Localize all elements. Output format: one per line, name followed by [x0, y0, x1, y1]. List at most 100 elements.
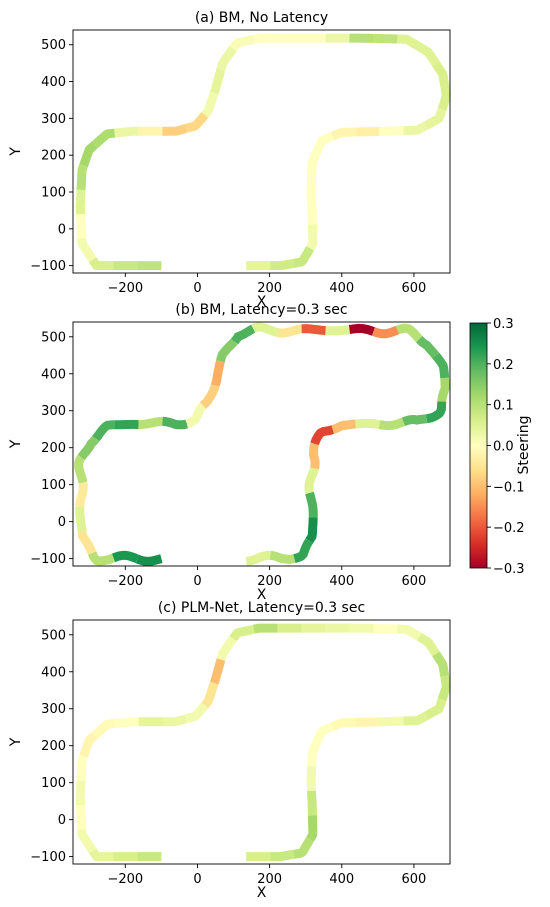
track-segment: [423, 697, 447, 720]
x-tick-label: 600: [402, 281, 427, 296]
track-segment: [209, 657, 226, 686]
y-tick-label: 0: [58, 813, 66, 828]
track-segment: [244, 550, 273, 566]
track-segment: [423, 107, 447, 130]
track-segment: [77, 827, 97, 854]
track-segment: [377, 417, 406, 431]
track-segment: [377, 716, 406, 727]
track-segment: [112, 126, 141, 138]
track-segment: [160, 714, 189, 727]
track-segment: [401, 711, 429, 726]
track-segment: [183, 702, 209, 724]
track-segment: [75, 504, 87, 534]
axes-frame: [72, 29, 451, 274]
colorbar-tick-label: −0.1: [493, 480, 525, 495]
x-tick-label: 400: [329, 574, 354, 589]
x-tick-label: −200: [107, 872, 143, 887]
colorbar-tick-label: 0.3: [493, 317, 514, 332]
track-segment: [401, 121, 429, 136]
track-segment: [377, 126, 406, 136]
colorbar-tick-label: −0.3: [493, 562, 525, 577]
track-segment: [88, 257, 116, 271]
track-segment: [330, 419, 358, 434]
track-segment: [76, 754, 88, 783]
track-segment: [312, 132, 335, 155]
track-segment: [216, 45, 237, 72]
track-segment: [230, 324, 256, 345]
chart-title: (a) BM, No Latency: [195, 10, 328, 26]
track-segment: [77, 529, 97, 556]
track-segment: [417, 632, 440, 657]
track-segment: [75, 187, 86, 217]
track-segment: [371, 624, 400, 634]
chart-panel-b: (b) BM, Latency=0.3 sec −200 0 200 400 600 −10…: [8, 302, 451, 603]
track-segment: [76, 802, 87, 832]
y-tick-label: 100: [41, 186, 66, 201]
y-tick-label: 0: [58, 222, 66, 237]
track-segment: [184, 402, 207, 429]
track-segment: [353, 418, 382, 430]
x-tick-label: 0: [193, 281, 201, 296]
track-segment: [291, 245, 315, 268]
chart-panel-c: (c) PLM-Net, Latency=0.3 sec −200 0 200 400 6…: [8, 600, 451, 901]
colorbar-tick-label: 0.1: [493, 399, 514, 414]
track-segment: [323, 325, 352, 336]
track-segment: [75, 480, 88, 509]
y-axis-label: Y: [8, 147, 24, 157]
track-segment: [371, 325, 400, 339]
track-segment: [304, 466, 319, 495]
colorbar-tick-label: 0.2: [493, 358, 514, 373]
track-segment: [437, 83, 451, 112]
track-segment: [292, 538, 314, 563]
track-segment: [309, 441, 320, 471]
track-segment: [268, 550, 297, 564]
track-segment: [275, 324, 304, 338]
track-segment: [401, 414, 429, 427]
track-segment: [312, 722, 335, 746]
x-tick-label: 400: [329, 281, 354, 296]
colorbar-gradient: [469, 322, 488, 569]
x-tick-label: 600: [402, 872, 427, 887]
axes-frame: [72, 619, 451, 865]
y-tick-label: 400: [41, 665, 66, 680]
track-segment: [92, 420, 117, 442]
track-segment: [91, 719, 117, 739]
chart-title: (b) BM, Latency=0.3 sec: [175, 302, 347, 318]
y-tick-label: −100: [30, 850, 66, 865]
track-line: [75, 623, 451, 862]
track-segment: [229, 624, 256, 642]
y-axis-label: Y: [8, 439, 24, 449]
track-segment: [330, 127, 358, 141]
track-segment: [88, 848, 116, 862]
track-segment: [306, 222, 318, 251]
x-tick-label: 0: [193, 574, 201, 589]
track-segment: [306, 173, 317, 203]
track-segment: [268, 849, 296, 862]
track-segment: [307, 740, 321, 769]
y-tick-label: 500: [41, 330, 66, 345]
track-segment: [111, 550, 140, 564]
track-segment: [211, 359, 225, 388]
track-segment: [437, 673, 451, 702]
x-tick-label: 200: [257, 281, 282, 296]
y-tick-label: 400: [41, 367, 66, 382]
y-tick-label: 300: [41, 702, 66, 717]
track-segment: [209, 67, 226, 95]
track-segment: [251, 33, 280, 44]
track-segment: [371, 33, 400, 44]
y-tick-label: 100: [41, 776, 66, 791]
track-segment: [135, 554, 164, 566]
y-tick-label: 200: [41, 441, 66, 456]
track-segment: [76, 212, 87, 241]
track-segment: [79, 141, 98, 168]
track-segment: [306, 764, 317, 793]
track-segment: [330, 717, 358, 731]
track-segment: [310, 425, 335, 446]
track-segment: [432, 352, 450, 380]
track-segment: [229, 34, 256, 52]
track-line: [74, 322, 450, 566]
track-segment: [307, 150, 321, 178]
track-segment: [353, 126, 382, 137]
track-segment: [76, 163, 88, 192]
